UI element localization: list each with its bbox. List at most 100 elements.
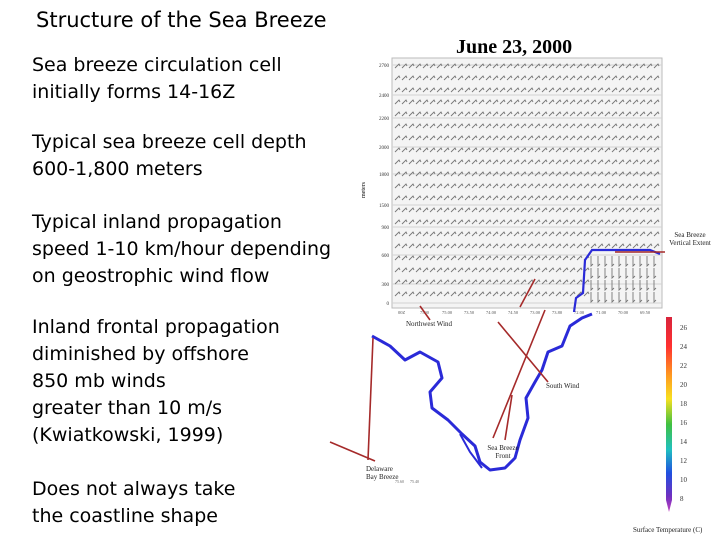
arrow-bay-breeze xyxy=(329,441,376,462)
wind-barb xyxy=(471,159,478,165)
wind-barb xyxy=(422,279,429,285)
height-tick-label: 1800 xyxy=(379,173,390,178)
wind-barb xyxy=(520,75,527,81)
wind-barb xyxy=(492,87,499,93)
wind-barb xyxy=(429,75,436,81)
wind-barb xyxy=(436,243,443,249)
figure-date: June 23, 2000 xyxy=(456,36,573,58)
wind-barb xyxy=(464,75,471,81)
wind-barb xyxy=(471,195,478,201)
wind-barb xyxy=(639,256,643,268)
bullet-formation: Sea breeze circulation cell initially fo… xyxy=(32,54,282,103)
wind-barb xyxy=(632,111,639,117)
wind-barb xyxy=(394,147,401,153)
wind-barb xyxy=(464,279,471,285)
wind-barb xyxy=(408,99,415,105)
wind-barb xyxy=(457,195,464,201)
wind-barb xyxy=(527,267,534,273)
wind-barb xyxy=(471,243,478,249)
wind-barb xyxy=(576,135,583,141)
wind-barb xyxy=(597,219,604,225)
wind-barb xyxy=(450,135,457,141)
wind-barb xyxy=(513,171,520,177)
wind-barb xyxy=(625,256,629,268)
wind-barb xyxy=(534,99,541,105)
wind-barb xyxy=(597,159,604,165)
wind-barb xyxy=(429,171,436,177)
wind-barb xyxy=(541,243,548,249)
wind-barb xyxy=(422,267,429,273)
wind-barb xyxy=(506,231,513,237)
wind-barb xyxy=(590,231,597,237)
wind-barb xyxy=(653,75,660,81)
wind-barb xyxy=(471,75,478,81)
wind-barb xyxy=(548,87,555,93)
wind-barb xyxy=(646,207,653,213)
wind-barb xyxy=(443,243,450,249)
wind-barb xyxy=(646,147,653,153)
wind-barb xyxy=(527,123,534,129)
inner-coast xyxy=(459,433,483,469)
wind-barb xyxy=(639,63,646,69)
wind-barb xyxy=(450,195,457,201)
wind-barb xyxy=(436,171,443,177)
wind-barb xyxy=(457,183,464,189)
wind-barb xyxy=(618,135,625,141)
wind-barb xyxy=(415,183,422,189)
wind-barb xyxy=(527,159,534,165)
wind-barb xyxy=(555,135,562,141)
wind-barb xyxy=(541,75,548,81)
wind-barb xyxy=(478,291,485,297)
wind-barb xyxy=(394,171,401,177)
wind-barb xyxy=(646,135,653,141)
wind-barb xyxy=(464,135,471,141)
colorbar-label: Surface Temperature (C) xyxy=(633,526,703,534)
wind-barb xyxy=(639,135,646,141)
wind-barb xyxy=(541,123,548,129)
wind-barb xyxy=(590,147,597,153)
wind-barb xyxy=(471,123,478,129)
wind-barb xyxy=(611,123,618,129)
temperature-colorbar: 26 24 22 20 18 16 14 12 10 8 xyxy=(666,317,688,512)
wind-barb xyxy=(576,207,583,213)
wind-barb xyxy=(422,75,429,81)
wind-barb xyxy=(457,123,464,129)
wind-barb xyxy=(597,99,604,105)
wind-barb xyxy=(597,207,604,213)
wind-barb xyxy=(639,280,643,292)
wind-barb xyxy=(492,63,499,69)
wind-barb xyxy=(625,63,632,69)
wind-barb xyxy=(562,291,569,297)
wind-barb xyxy=(401,219,408,225)
wind-barb xyxy=(485,231,492,237)
wind-barb xyxy=(436,219,443,225)
wind-barb xyxy=(471,135,478,141)
wind-barb xyxy=(569,171,576,177)
wind-barb xyxy=(450,183,457,189)
wind-barb xyxy=(429,147,436,153)
wind-barb xyxy=(478,183,485,189)
wind-barb xyxy=(506,267,513,273)
wind-barb xyxy=(590,171,597,177)
wind-barb xyxy=(415,267,422,273)
wind-barb xyxy=(513,135,520,141)
wind-barb xyxy=(625,159,632,165)
colorbar-tick: 18 xyxy=(680,400,688,408)
wind-barb xyxy=(415,231,422,237)
wind-barb xyxy=(401,171,408,177)
wind-barb xyxy=(422,171,429,177)
wind-barb xyxy=(604,243,611,249)
wind-barb xyxy=(555,183,562,189)
wind-barb xyxy=(548,231,555,237)
wind-barb xyxy=(506,135,513,141)
wind-barb xyxy=(478,135,485,141)
wind-barb xyxy=(632,231,639,237)
wind-barb xyxy=(653,147,660,153)
wind-barb xyxy=(597,75,604,81)
wind-barb xyxy=(394,99,401,105)
wind-barb xyxy=(576,255,583,261)
wind-barb xyxy=(562,207,569,213)
wind-barb xyxy=(520,111,527,117)
colorbar-tick: 16 xyxy=(680,419,688,427)
wind-barb xyxy=(478,87,485,93)
